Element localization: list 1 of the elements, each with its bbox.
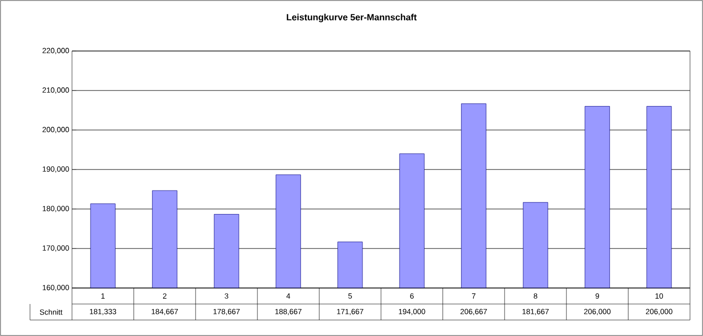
chart-title: Leistungkurve 5er-Mannschaft xyxy=(286,14,417,22)
